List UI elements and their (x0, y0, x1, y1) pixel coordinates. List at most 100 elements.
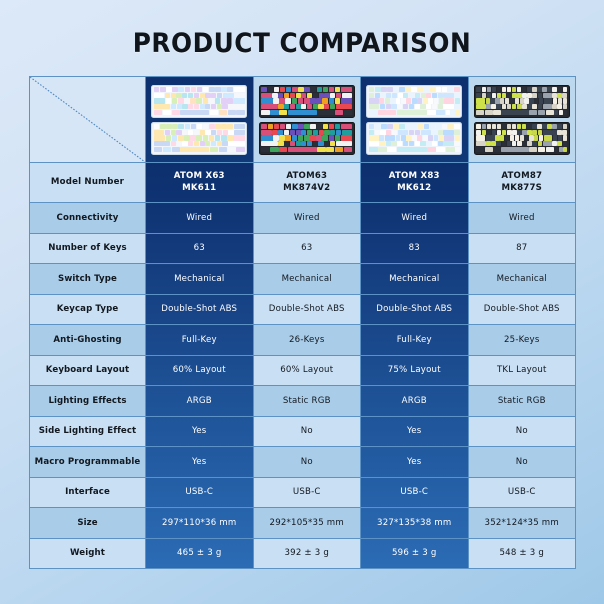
cell-2-3: Wired (360, 202, 469, 234)
cell-6-2: 26-Keys (252, 324, 361, 356)
cell-6-4: 25-Keys (467, 324, 576, 356)
cell-3-4: 87 (467, 232, 576, 264)
product-image-cell-4 (467, 76, 576, 163)
keyboard-illustration (258, 84, 355, 118)
keyboard-illustration (366, 121, 463, 155)
row-label-interface: Interface (29, 476, 146, 508)
row-label-lighting-effects: Lighting Effects (29, 385, 146, 417)
row-label-macro-programmable: Macro Programmable (29, 446, 146, 478)
cell-5-2: Double-Shot ABS (252, 293, 361, 325)
table-row: Switch Type Mechanical Mechanical Mechanica… (29, 263, 576, 295)
cell-7-1: 60% Layout (145, 354, 254, 386)
keyboard-atom63-mk874v2 (254, 77, 361, 162)
table-row: Side Lighting Effect Yes No Yes No (29, 415, 576, 447)
product-image-cell-3 (360, 76, 469, 163)
title-bar: PRODUCT COMPARISON (0, 28, 604, 59)
cell-7-4: TKL Layout (467, 354, 576, 386)
cell-2-1: Wired (145, 202, 254, 234)
cell-6-3: Full-Key (360, 324, 469, 356)
product-comparison-table: Model Number ATOM X63 MK611 ATOM63 MK874V2 AT… (29, 76, 576, 569)
cell-11-1: USB-C (145, 476, 254, 508)
cell-11-4: USB-C (467, 476, 576, 508)
cell-5-1: Double-Shot ABS (145, 293, 254, 325)
cell-8-3: ARGB (360, 385, 469, 417)
cell-8-4: Static RGB (467, 385, 576, 417)
cell-11-3: USB-C (360, 476, 469, 508)
row-label-switch-type: Switch Type (29, 263, 146, 295)
row-label-weight: Weight (29, 537, 146, 569)
keyboard-illustration (151, 121, 248, 155)
cell-3-3: 83 (360, 232, 469, 264)
keyboard-atom87-mk877s (469, 77, 576, 162)
cell-3-2: 63 (252, 232, 361, 264)
row-label-model-number: Model Number (29, 162, 146, 203)
table-row: Anti-Ghosting Full-Key 26-Keys Full-Key 25-K… (29, 324, 576, 356)
cell-13-3: 596 ± 3 g (360, 537, 469, 569)
page-title: PRODUCT COMPARISON (132, 28, 472, 59)
cell-6-1: Full-Key (145, 324, 254, 356)
table-row: Lighting Effects ARGB Static RGB ARGB Static… (29, 385, 576, 417)
cell-10-2: No (252, 446, 361, 478)
keyboard-illustration (473, 84, 570, 118)
table-row: Connectivity Wired Wired Wired Wired (29, 202, 576, 234)
keyboard-atom-x63-mk611 (146, 77, 253, 162)
keyboard-illustration (151, 84, 248, 118)
cell-5-4: Double-Shot ABS (467, 293, 576, 325)
cell-1-3: ATOM X83 MK612 (360, 162, 469, 203)
keyboard-atom-x83-mk612 (361, 77, 468, 162)
cell-10-4: No (467, 446, 576, 478)
keyboard-illustration (473, 121, 570, 155)
cell-10-3: Yes (360, 446, 469, 478)
keyboard-illustration (366, 84, 463, 118)
cell-12-3: 327*135*38 mm (360, 507, 469, 539)
cell-1-4: ATOM87 MK877S (467, 162, 576, 203)
table-row: Number of Keys 63 63 83 87 (29, 232, 576, 264)
cell-10-1: Yes (145, 446, 254, 478)
table-row: Keycap Type Double-Shot ABS Double-Shot AB… (29, 293, 576, 325)
cell-12-4: 352*124*35 mm (467, 507, 576, 539)
cell-9-2: No (252, 415, 361, 447)
corner-cell (29, 76, 146, 163)
cell-7-2: 60% Layout (252, 354, 361, 386)
table-header-row (29, 76, 576, 163)
table-row: Model Number ATOM X63 MK611 ATOM63 MK874V2 AT… (29, 162, 576, 203)
product-image-cell-1 (145, 76, 254, 163)
cell-2-2: Wired (252, 202, 361, 234)
row-label-keyboard-layout: Keyboard Layout (29, 354, 146, 386)
cell-4-1: Mechanical (145, 263, 254, 295)
cell-5-3: Double-Shot ABS (360, 293, 469, 325)
product-image-cell-2 (252, 76, 361, 163)
cell-8-1: ARGB (145, 385, 254, 417)
table-row: Weight 465 ± 3 g 392 ± 3 g 596 ± 3 g 548 ± 3… (29, 537, 576, 569)
keyboard-illustration (258, 121, 355, 155)
cell-7-3: 75% Layout (360, 354, 469, 386)
cell-13-2: 392 ± 3 g (252, 537, 361, 569)
row-label-number-of-keys: Number of Keys (29, 232, 146, 264)
row-label-size: Size (29, 507, 146, 539)
cell-12-1: 297*110*36 mm (145, 507, 254, 539)
cell-9-1: Yes (145, 415, 254, 447)
cell-1-1: ATOM X63 MK611 (145, 162, 254, 203)
cell-2-4: Wired (467, 202, 576, 234)
cell-4-4: Mechanical (467, 263, 576, 295)
cell-3-1: 63 (145, 232, 254, 264)
cell-11-2: USB-C (252, 476, 361, 508)
cell-4-2: Mechanical (252, 263, 361, 295)
cell-4-3: Mechanical (360, 263, 469, 295)
cell-13-4: 548 ± 3 g (467, 537, 576, 569)
row-label-side-lighting-effect: Side Lighting Effect (29, 415, 146, 447)
table-row: Macro Programmable Yes No Yes No (29, 446, 576, 478)
table-row: Size 297*110*36 mm 292*105*35 mm 327*135*38… (29, 507, 576, 539)
row-label-anti-ghosting: Anti-Ghosting (29, 324, 146, 356)
cell-8-2: Static RGB (252, 385, 361, 417)
diagonal-divider-icon (30, 77, 145, 162)
row-label-connectivity: Connectivity (29, 202, 146, 234)
cell-9-4: No (467, 415, 576, 447)
row-label-keycap-type: Keycap Type (29, 293, 146, 325)
cell-12-2: 292*105*35 mm (252, 507, 361, 539)
cell-9-3: Yes (360, 415, 469, 447)
table-row: Interface USB-C USB-C USB-C USB-C (29, 476, 576, 508)
table-row: Keyboard Layout 60% Layout 60% Layout 75% L… (29, 354, 576, 386)
cell-13-1: 465 ± 3 g (145, 537, 254, 569)
cell-1-2: ATOM63 MK874V2 (252, 162, 361, 203)
